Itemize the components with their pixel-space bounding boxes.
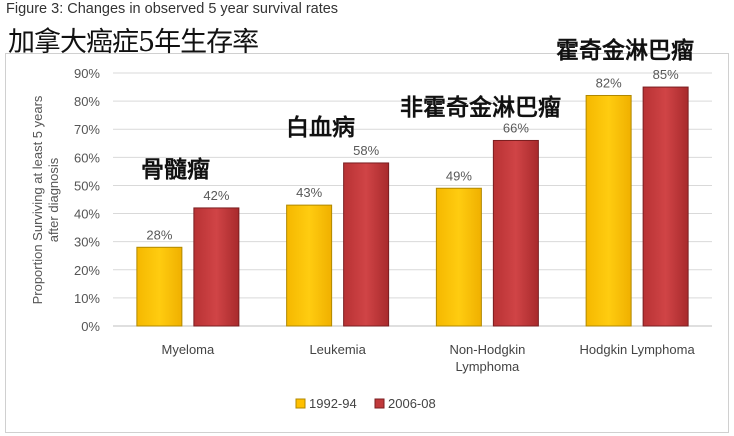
bar-1992-94 <box>136 246 183 327</box>
overlay-title: 加拿大癌症5年生存率 <box>8 27 259 58</box>
legend-label: 2006-08 <box>388 396 436 411</box>
y-axis-label: Proportion Surviving at least 5 yearsaft… <box>30 95 61 304</box>
y-tick-label: 90% <box>74 66 100 81</box>
y-tick-label: 60% <box>74 150 100 165</box>
data-label: 43% <box>296 185 322 200</box>
x-tick-label: Leukemia <box>309 342 366 357</box>
x-tick-label: Non-Hodgkin <box>449 342 525 357</box>
annotation-myeloma: 骨髓瘤 <box>141 156 210 183</box>
y-tick-label: 20% <box>74 263 100 278</box>
bar-2006-08 <box>343 162 390 327</box>
bar-2006-08 <box>193 207 240 327</box>
chart-frame <box>5 53 729 433</box>
bar-2006-08 <box>492 139 539 327</box>
bar-1992-94 <box>435 187 482 327</box>
annotation-hodgkin: 霍奇金淋巴瘤 <box>556 37 694 64</box>
y-tick-label: 0% <box>81 319 100 334</box>
bar-1992-94 <box>286 204 333 327</box>
y-tick-label: 30% <box>74 235 100 250</box>
data-label: 42% <box>203 188 229 203</box>
legend-label: 1992-94 <box>309 396 357 411</box>
data-label: 58% <box>353 143 379 158</box>
y-tick-label: 40% <box>74 207 100 222</box>
x-tick-label: Myeloma <box>162 342 216 357</box>
legend-swatch <box>374 398 385 409</box>
x-tick-label: Lymphoma <box>455 359 520 374</box>
y-tick-label: 50% <box>74 178 100 193</box>
annotation-non-hodgkin: 非霍奇金淋巴瘤 <box>400 94 561 121</box>
bar-1992-94 <box>585 94 632 327</box>
data-label: 66% <box>503 120 529 135</box>
y-tick-label: 70% <box>74 122 100 137</box>
y-tick-label: 80% <box>74 94 100 109</box>
legend-swatch <box>295 398 306 409</box>
data-label: 28% <box>146 227 172 242</box>
data-label: 85% <box>653 67 679 82</box>
x-tick-label: Hodgkin Lymphoma <box>580 342 696 357</box>
bar-2006-08 <box>642 86 689 327</box>
data-label: 49% <box>446 168 472 183</box>
figure-caption: Figure 3: Changes in observed 5 year sur… <box>6 1 339 17</box>
y-tick-label: 10% <box>74 291 100 306</box>
annotation-leukemia: 白血病 <box>286 114 355 141</box>
data-label: 82% <box>596 75 622 90</box>
